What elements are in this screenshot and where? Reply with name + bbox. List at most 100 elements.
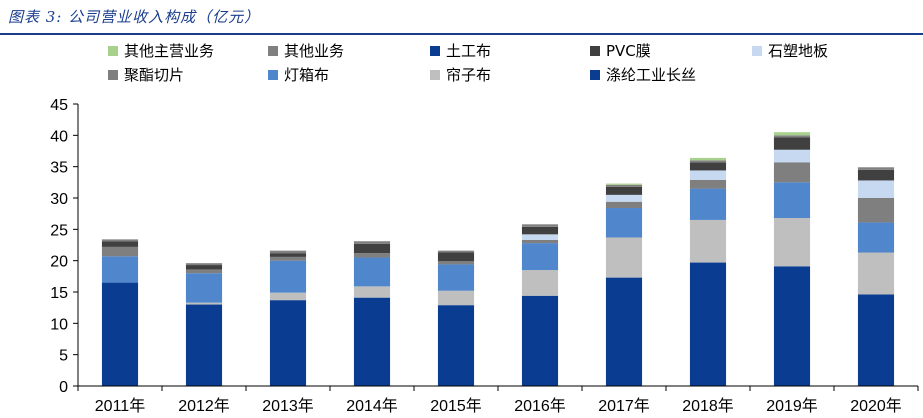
x-axis: 2011年 2012年 2013年 2014年 2015年 2016年 2017年 2018年…: [77, 385, 919, 415]
x-tick-label: 2020年: [850, 397, 902, 415]
bar-segment: [689, 160, 727, 163]
bar-segment: [773, 135, 811, 138]
bar-segment: [437, 261, 475, 265]
x-tick-label: 2013年: [262, 397, 314, 415]
y-tick-label: 45: [50, 97, 68, 114]
bar-segment: [605, 184, 643, 187]
legend-label: 石塑地板: [768, 42, 828, 60]
x-tick-label: 2015年: [430, 397, 482, 415]
legend-label: 灯箱布: [284, 66, 329, 84]
x-tick-label: 2014年: [346, 397, 398, 415]
bar-segment: [185, 304, 223, 386]
bar-segment: [773, 266, 811, 386]
legend-swatch: [430, 46, 440, 56]
y-tick-label: 25: [50, 222, 68, 239]
bar-segment: [353, 243, 391, 254]
bar-segment: [185, 269, 223, 274]
legend-label: 其他业务: [284, 42, 344, 60]
legend-swatch: [108, 46, 118, 56]
bar-segment: [269, 250, 307, 254]
bar-segment: [689, 188, 727, 220]
bar-segment: [605, 194, 643, 202]
bar-segment: [521, 243, 559, 271]
bar-segment: [101, 246, 139, 257]
bar-segment: [773, 149, 811, 163]
bar-segment: [773, 182, 811, 219]
bar-segment: [857, 167, 895, 170]
x-tick-label: 2019年: [766, 397, 818, 415]
bar-segment: [269, 292, 307, 301]
bar-segment: [353, 253, 391, 258]
bar-segment: [353, 286, 391, 298]
bar-segment: [689, 157, 727, 161]
y-tick-label: 0: [59, 379, 68, 396]
y-tick-label: 10: [50, 316, 68, 333]
bar-segment: [605, 277, 643, 386]
bar-segment: [521, 270, 559, 296]
legend-swatch: [590, 46, 600, 56]
bar-segment: [353, 241, 391, 244]
bar-segment: [773, 137, 811, 150]
legend-swatch: [108, 70, 118, 80]
bar-segment: [605, 183, 643, 185]
bar-segment: [605, 208, 643, 238]
y-axis: 0 5 10 15 20 25 30 35 40 45: [50, 97, 79, 396]
bar-segment: [437, 264, 475, 291]
bar-segment: [269, 256, 307, 261]
bar-segment: [269, 253, 307, 257]
bar-segment: [689, 219, 727, 263]
bar-segment: [437, 250, 475, 253]
legend-label: 聚酯切片: [124, 66, 184, 84]
bar-segment: [269, 260, 307, 293]
legend-label: 涤纶工业长丝: [606, 66, 696, 84]
bar-segment: [185, 302, 223, 305]
bar-segment: [857, 222, 895, 253]
bar-segment: [521, 295, 559, 386]
bar-segment: [185, 265, 223, 270]
bar-segment: [857, 252, 895, 295]
bar-segment: [773, 218, 811, 267]
bar-segment: [101, 241, 139, 247]
bar-segment: [689, 162, 727, 171]
bar-segment: [437, 305, 475, 386]
bar-segment: [437, 252, 475, 262]
bar-segment: [521, 234, 559, 240]
figure-title: 图表 3: 公司营业收入构成（亿元）: [8, 8, 261, 26]
y-tick-label: 30: [50, 191, 68, 208]
legend-swatch: [590, 70, 600, 80]
legend-label: PVC膜: [606, 42, 651, 60]
bar-segment: [353, 297, 391, 386]
x-tick-label: 2018年: [682, 397, 734, 415]
legend-swatch: [268, 46, 278, 56]
bar-segment: [773, 162, 811, 183]
legend-swatch: [752, 46, 762, 56]
legend-swatch: [430, 70, 440, 80]
bar-segment: [605, 201, 643, 209]
bar-segment: [605, 186, 643, 195]
x-tick-label: 2012年: [178, 397, 230, 415]
bar-segment: [605, 237, 643, 278]
x-tick-label: 2016年: [514, 397, 566, 415]
bar-segment: [857, 198, 895, 223]
legend-label: 帘子布: [446, 66, 491, 84]
bar-segment: [437, 290, 475, 306]
bar-segment: [689, 262, 727, 386]
bar-segment: [101, 239, 139, 242]
bar-segment: [269, 300, 307, 386]
bar-segment: [185, 273, 223, 303]
x-tick-label: 2017年: [598, 397, 650, 415]
bar-segment: [101, 282, 139, 386]
bar-segment: [521, 239, 559, 244]
y-tick-label: 35: [50, 160, 68, 177]
bar-segment: [857, 169, 895, 181]
x-tick-label: 2011年: [95, 397, 145, 415]
y-tick-label: 15: [50, 285, 68, 302]
bar-segment: [857, 180, 895, 198]
bar-segment: [689, 170, 727, 180]
bar-segment: [353, 257, 391, 287]
bar-segment: [101, 256, 139, 283]
bar-segment: [689, 179, 727, 189]
y-tick-label: 5: [59, 348, 68, 365]
